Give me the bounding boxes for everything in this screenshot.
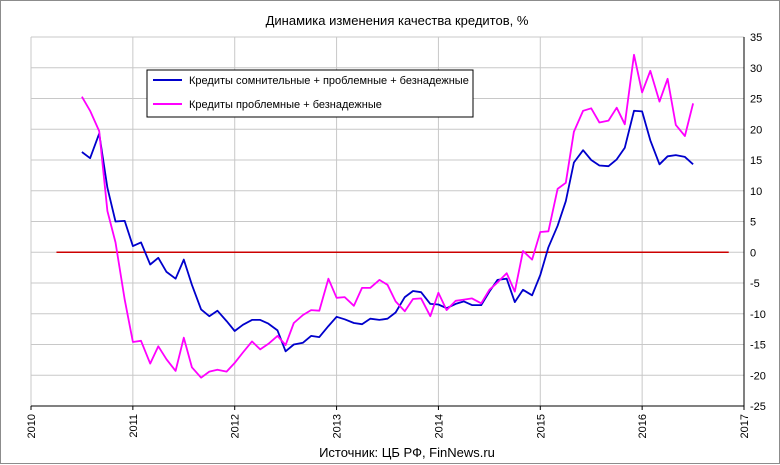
- series-line-doubtful-problem-bad: [81, 109, 694, 353]
- x-tick-label: 2016: [637, 414, 649, 438]
- y-tick-label: -10: [750, 309, 766, 321]
- legend-label-series-1: Кредиты сомнительные + проблемные + безн…: [189, 75, 469, 87]
- y-tick-label: 25: [750, 94, 762, 106]
- legend-box: [146, 69, 474, 118]
- y-tick-label: -25: [750, 401, 766, 413]
- x-tick-label: 2014: [433, 414, 445, 438]
- x-tick-label: 2015: [535, 414, 547, 438]
- x-tick-label: 2013: [332, 414, 344, 438]
- y-tick-label: -20: [750, 370, 766, 382]
- y-tick-label: -15: [750, 340, 766, 352]
- chart-title: Динамика изменения качества кредитов, %: [266, 13, 529, 28]
- y-tick-label: -5: [750, 278, 760, 290]
- x-tick-label: 2010: [26, 414, 38, 438]
- y-tick-label: 15: [750, 155, 762, 167]
- y-tick-label: 0: [750, 247, 756, 259]
- y-tick-label: 20: [750, 124, 762, 136]
- y-tick-label: 10: [750, 186, 762, 198]
- x-tick-label: 2011: [128, 414, 140, 438]
- y-tick-label: 5: [750, 217, 756, 229]
- y-tick-label: 30: [750, 63, 762, 75]
- y-tick-label: 35: [750, 32, 762, 44]
- series-layer: [81, 53, 694, 379]
- x-tick-label: 2017: [739, 414, 751, 438]
- series-line-problem-bad: [81, 53, 694, 379]
- legend-label-series-2: Кредиты проблемные + безнадежные: [189, 99, 382, 111]
- chart-source: Источник: ЦБ РФ, FinNews.ru: [319, 445, 495, 460]
- legend: Кредиты сомнительные + проблемные + безн…: [146, 69, 474, 118]
- x-tick-label: 2012: [230, 414, 242, 438]
